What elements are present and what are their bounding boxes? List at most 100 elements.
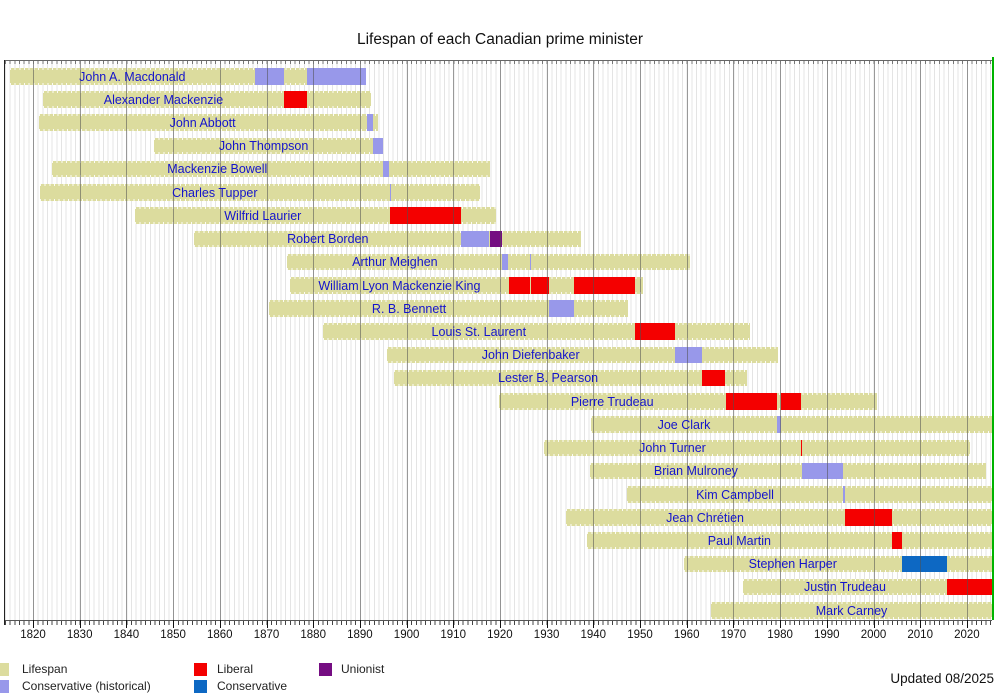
decade-gridline: [499, 60, 501, 620]
decade-gridline: [593, 60, 595, 620]
pm-name-label[interactable]: Joe Clark: [657, 417, 711, 432]
legend-label: Lifespan: [22, 662, 68, 676]
pm-name-label[interactable]: Charles Tupper: [172, 185, 258, 200]
decade-gridline: [79, 60, 81, 620]
axis-tick-label: 1910: [440, 629, 466, 641]
axis-tick: [406, 620, 408, 628]
bottom-year-ticks: [5, 621, 992, 625]
term-segment: [801, 439, 803, 456]
term-segment: [530, 253, 532, 271]
decade-gridline: [826, 60, 828, 620]
term-segment: [389, 184, 391, 201]
pm-name-label[interactable]: John Thompson: [218, 139, 309, 154]
lifespan-bar: [742, 578, 992, 596]
decade-gridline: [733, 60, 735, 620]
pm-name-label[interactable]: Louis St. Laurent: [431, 324, 527, 339]
pm-name-label[interactable]: John Abbott: [169, 115, 236, 130]
lifespan-bar: [135, 207, 496, 224]
pm-name-label[interactable]: John A. Macdonald: [79, 69, 186, 84]
axis-tick: [686, 620, 688, 628]
pm-name-label[interactable]: Mark Carney: [815, 603, 888, 618]
decade-gridline: [33, 60, 34, 620]
unionist-swatch: [319, 663, 332, 676]
pm-name-label[interactable]: William Lyon Mackenzie King: [318, 278, 481, 293]
axis-tick: [780, 620, 782, 628]
term-segment: [634, 323, 675, 340]
pm-name-label[interactable]: Lester B. Pearson: [498, 371, 599, 386]
term-segment: [383, 160, 390, 178]
pm-name-label[interactable]: John Diefenbaker: [481, 348, 580, 363]
term-segment: [284, 91, 308, 108]
axis-tick-label: 1890: [347, 629, 373, 641]
term-segment: [725, 393, 778, 410]
axis-tick: [873, 620, 875, 628]
decade-gridline: [453, 60, 455, 620]
decade-gridline: [219, 60, 221, 620]
lifespan-bar: [590, 416, 992, 433]
legend-label: Conservative (historical): [22, 679, 151, 693]
axis-tick: [920, 620, 922, 628]
lifespan-bar: [51, 160, 491, 178]
conservative-historical-swatch: [0, 680, 9, 693]
pm-name-label[interactable]: Alexander Mackenzie: [103, 92, 224, 107]
term-segment: [366, 114, 374, 131]
axis-tick-label: 1960: [673, 629, 700, 641]
axis-tick: [359, 620, 361, 628]
lifespan-bar: [268, 300, 629, 317]
lifespan-bar: [499, 393, 877, 410]
decade-gridline: [313, 60, 315, 620]
pm-name-label[interactable]: Pierre Trudeau: [570, 394, 654, 409]
axis-tick-label: 1850: [160, 629, 186, 641]
decade-gridline: [126, 60, 128, 620]
legend-label: Unionist: [341, 662, 385, 676]
decade-gridline: [686, 60, 688, 620]
pm-name-label[interactable]: R. B. Bennett: [371, 301, 447, 316]
axis-tick: [733, 620, 735, 628]
pm-name-label[interactable]: Mackenzie Bowell: [167, 162, 268, 177]
pm-name-label[interactable]: Arthur Meighen: [352, 255, 438, 270]
pm-name-label[interactable]: Robert Borden: [287, 232, 369, 246]
pm-name-label[interactable]: Kim Campbell: [696, 487, 774, 502]
pm-name-label[interactable]: John Turner: [639, 441, 706, 455]
decade-gridline: [359, 60, 361, 620]
lifespan-bar: [589, 462, 987, 480]
axis-tick-label: 1830: [66, 629, 93, 641]
pm-name-label[interactable]: Paul Martin: [707, 533, 772, 548]
axis-tick: [826, 620, 828, 628]
axis-tick-label: 2020: [954, 629, 980, 641]
pm-name-label[interactable]: Brian Mulroney: [653, 464, 738, 479]
pm-name-label[interactable]: Justin Trudeau: [804, 580, 886, 595]
term-segment: [509, 277, 531, 294]
term-segment: [373, 137, 383, 155]
term-segment: [573, 277, 635, 294]
lifespan-bar: [565, 509, 992, 526]
lifespan-bar: [322, 323, 750, 340]
axis-tick-label: 1990: [814, 629, 840, 641]
decade-gridline: [780, 60, 782, 620]
chart-title: Lifespan of each Canadian prime minister: [356, 31, 644, 48]
axis-tick: [640, 620, 641, 628]
decade-gridline: [266, 60, 268, 620]
lifespan-bar: [287, 253, 690, 271]
term-segment: [777, 416, 781, 433]
axis-tick: [79, 620, 81, 628]
lifespan-bar: [40, 184, 481, 201]
lifespan-bar: [386, 346, 779, 364]
term-segment: [702, 369, 726, 387]
decade-gridline: [173, 60, 175, 620]
pm-name-label[interactable]: Stephen Harper: [748, 557, 837, 572]
term-segment: [674, 346, 703, 364]
term-segment: [780, 393, 802, 410]
lifespan-bar: [153, 137, 383, 155]
pm-name-label[interactable]: Jean Chrétien: [666, 510, 745, 525]
pm-name-label[interactable]: Wilfrid Laurier: [224, 208, 302, 223]
lifespan-bar: [711, 602, 992, 619]
term-segment: [891, 532, 902, 549]
current-date-line: [992, 57, 994, 620]
lifespan-bar: [587, 532, 992, 549]
plot-top-border: [5, 60, 992, 61]
axis-tick-label: 1950: [627, 629, 653, 641]
axis-tick: [313, 620, 315, 628]
axis-tick-label: 1860: [207, 629, 233, 641]
